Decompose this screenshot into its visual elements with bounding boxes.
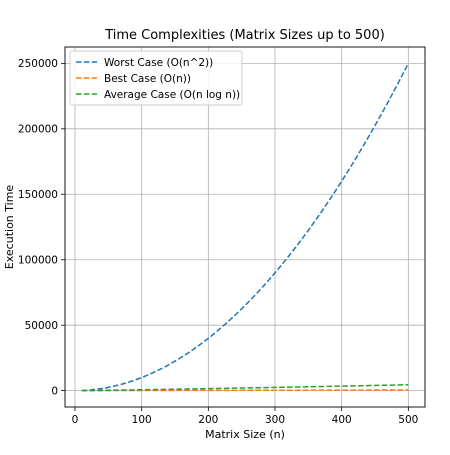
y-tick-label: 0 bbox=[51, 385, 58, 397]
x-tick-label: 300 bbox=[265, 414, 285, 426]
y-tick-label: 250000 bbox=[18, 58, 58, 70]
axis-ticks: 0 100 200 300 400 500 0 50000 100000 150000 200000… bbox=[18, 58, 418, 426]
y-tick-label: 150000 bbox=[18, 189, 58, 201]
y-tick-label: 50000 bbox=[25, 320, 58, 332]
series-line-3 bbox=[81, 384, 409, 392]
series-line-2 bbox=[81, 389, 409, 392]
legend-label-1: Worst Case (O(n^2)) bbox=[104, 57, 213, 69]
series-line-1 bbox=[81, 63, 409, 392]
series-lines bbox=[81, 63, 409, 392]
legend-label-2: Best Case (O(n)) bbox=[104, 73, 191, 85]
legend: Worst Case (O(n^2)) Best Case (O(n)) Avera… bbox=[69, 50, 243, 106]
x-tick-label: 400 bbox=[332, 414, 352, 426]
legend-label-3: Average Case (O(n log n)) bbox=[104, 89, 240, 101]
x-tick-label: 200 bbox=[198, 414, 218, 426]
x-axis-label: Matrix Size (n) bbox=[205, 428, 285, 441]
x-tick-label: 100 bbox=[132, 414, 152, 426]
grid bbox=[65, 47, 425, 407]
chart-title: Time Complexities (Matrix Sizes up to 50… bbox=[104, 28, 385, 43]
plot-frame bbox=[64, 46, 426, 408]
y-axis-label: Execution Time bbox=[3, 185, 16, 270]
y-tick-label: 200000 bbox=[18, 124, 58, 136]
legend-box bbox=[69, 50, 243, 106]
y-tick-label: 100000 bbox=[18, 255, 58, 267]
x-tick-label: 500 bbox=[398, 414, 418, 426]
x-tick-label: 0 bbox=[72, 414, 79, 426]
